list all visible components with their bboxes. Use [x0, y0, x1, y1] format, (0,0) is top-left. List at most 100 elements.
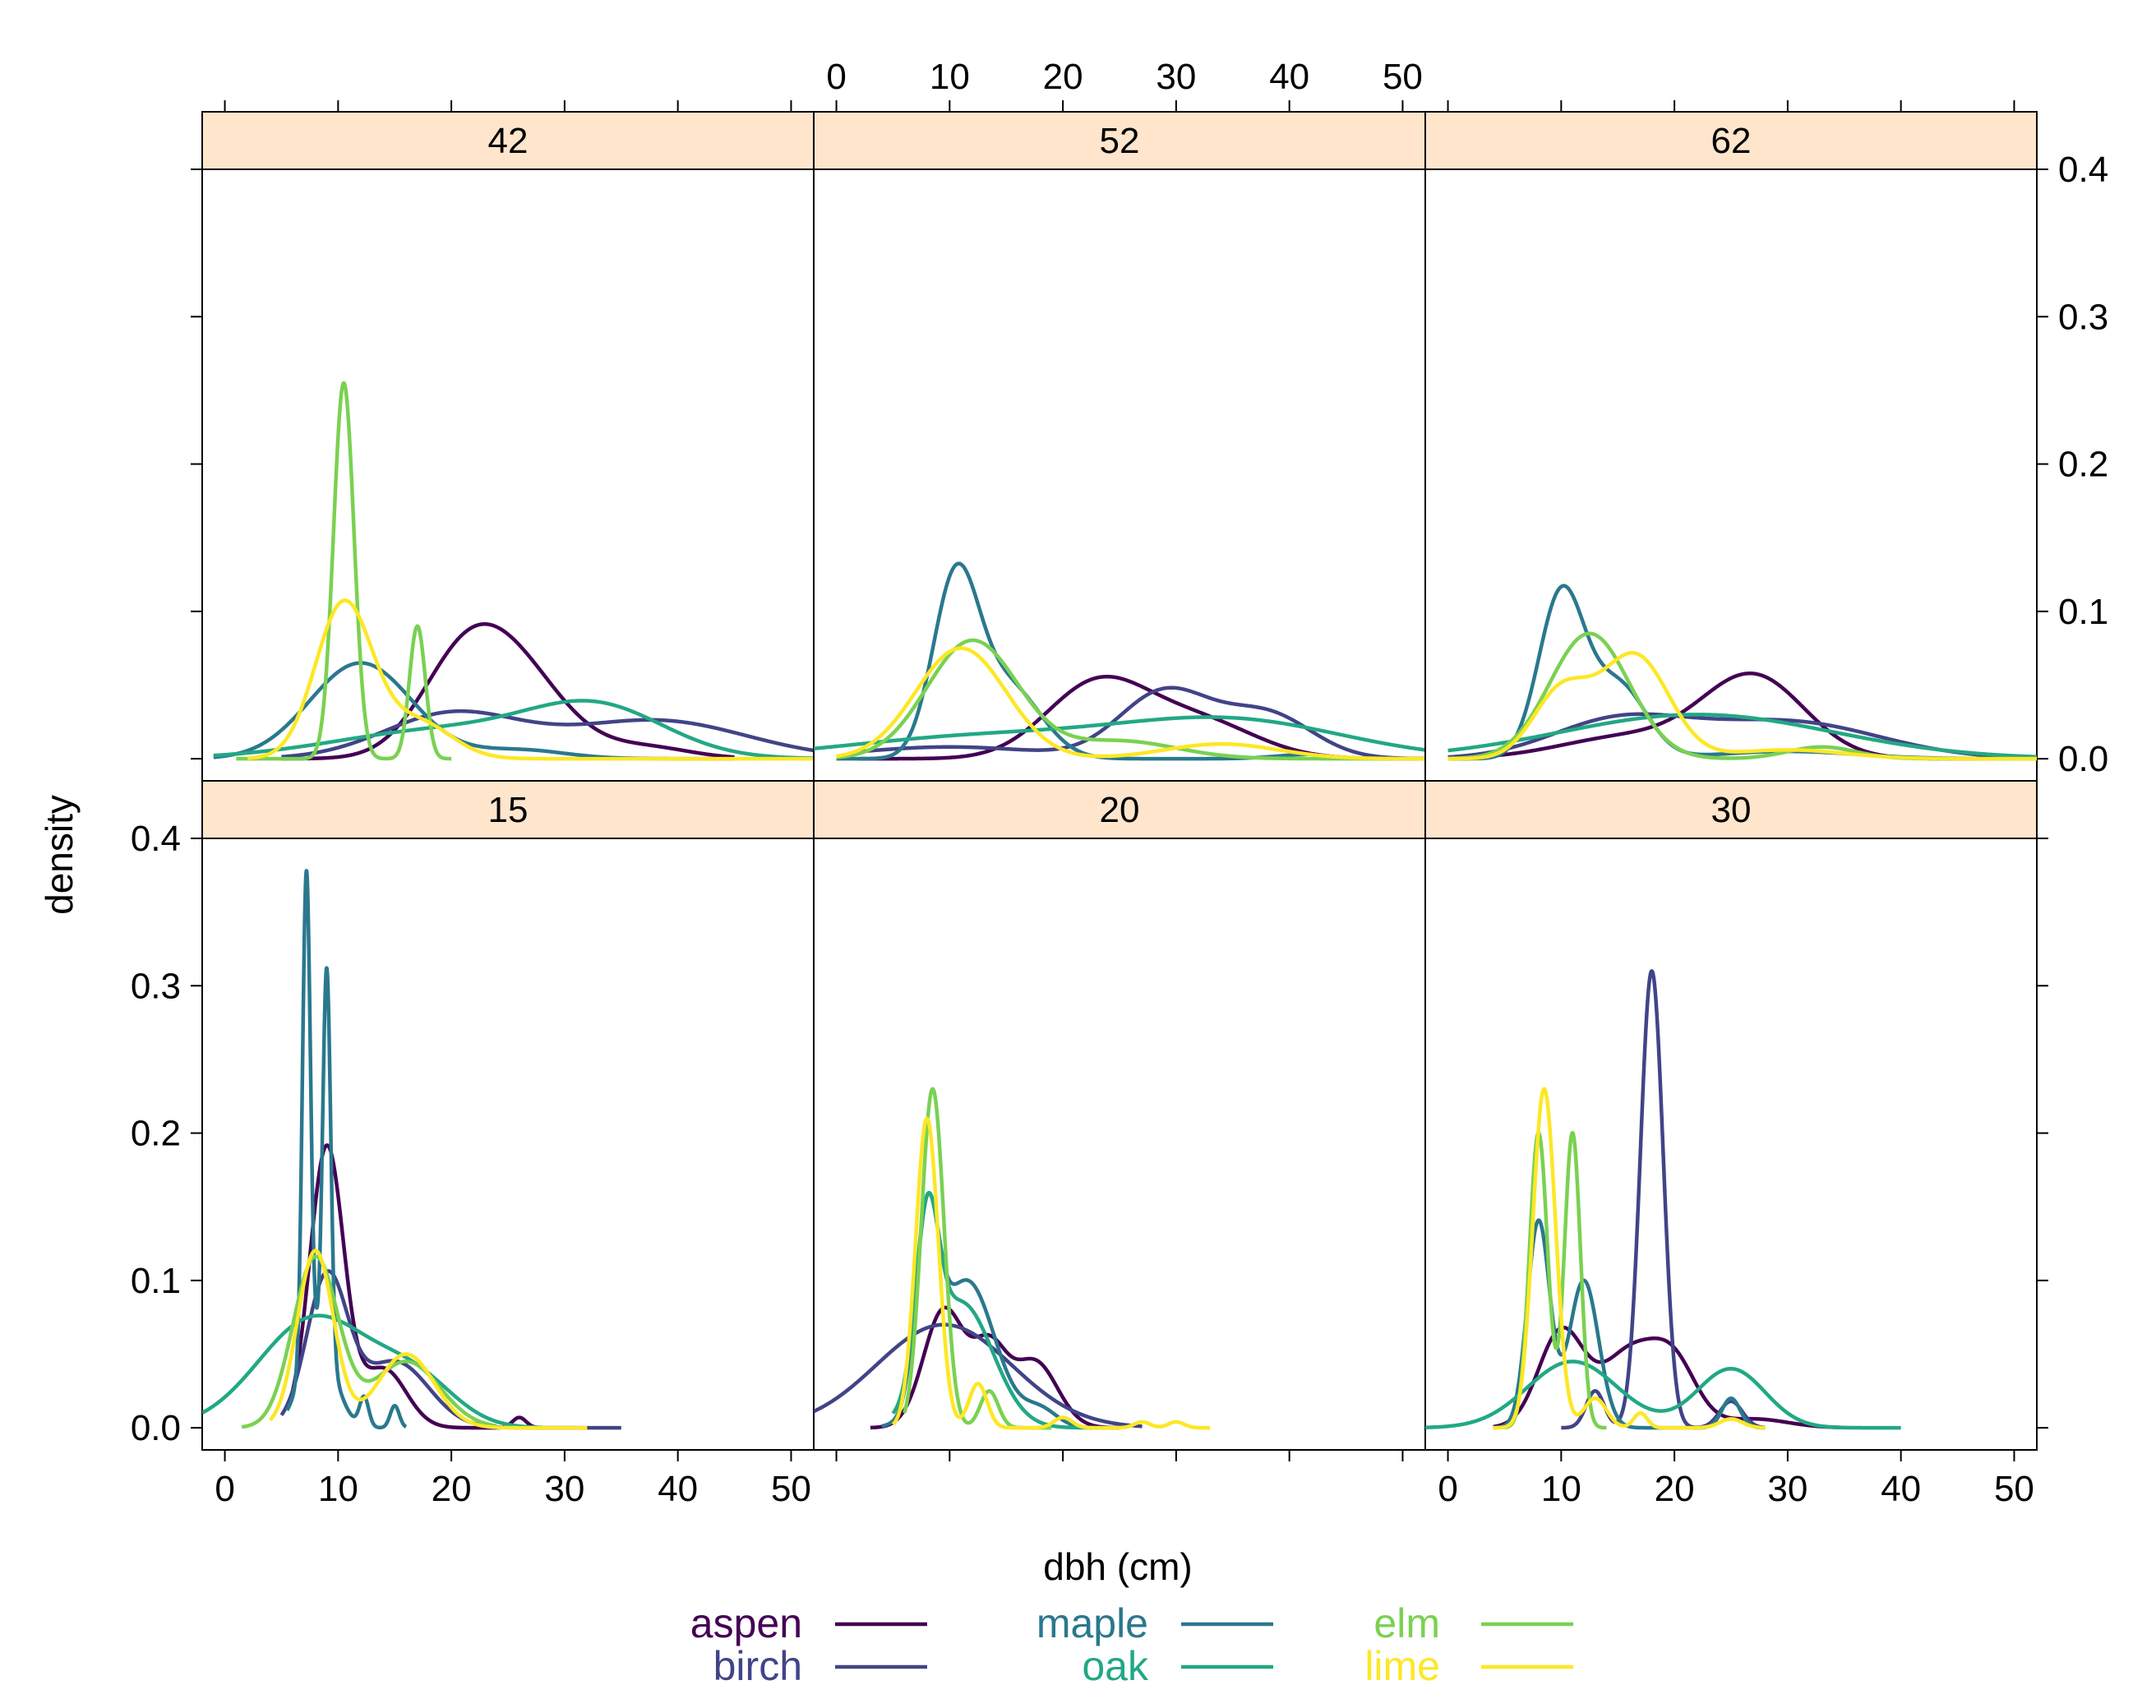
density-line-aspen: [1492, 1325, 1846, 1430]
y-tick-label: 0.3: [131, 966, 181, 1006]
density-line-birch: [1559, 969, 1767, 1430]
y-tick-label: 0.2: [2058, 445, 2108, 485]
density-line-lime: [1447, 651, 2037, 761]
panel-frame: [201, 168, 815, 782]
x-tick-label: 30: [1767, 1469, 1807, 1509]
x-tick-label: 50: [1383, 57, 1423, 97]
density-line-elm: [234, 381, 453, 761]
y-tick-label: 0.0: [2058, 739, 2108, 779]
x-tick-label: 10: [930, 57, 970, 97]
strip-label: 52: [1100, 121, 1140, 161]
panel-15: 15: [201, 780, 815, 1451]
x-tick-label: 40: [658, 1469, 698, 1509]
density-line-oak: [1425, 1359, 1902, 1430]
y-tick-label: 0.1: [2058, 592, 2108, 632]
y-axis-right-bottom: [2037, 838, 2048, 1429]
density-line-maple: [285, 869, 408, 1430]
x-axis-top-middle: 0 10 20 30 40 50: [826, 57, 1423, 112]
legend-item-aspen: aspen: [690, 1600, 927, 1646]
x-tick-label: 50: [1994, 1469, 2034, 1509]
panel-42: 42: [201, 111, 815, 782]
y-tick-label: 0.4: [131, 819, 181, 859]
density-line-elm: [835, 638, 1425, 761]
x-tick-label: 20: [1043, 57, 1083, 97]
strip-background: [201, 780, 815, 839]
density-line-oak: [1447, 713, 2037, 759]
x-tick-label: 0: [215, 1469, 234, 1509]
density-line-oak: [202, 1313, 543, 1429]
strip-label: 30: [1711, 790, 1752, 830]
legend-item-elm: elm: [1373, 1600, 1573, 1646]
panel-grid: 15 20 30 42 52 62: [201, 111, 2038, 1451]
density-line-aspen: [285, 1143, 578, 1430]
density-line-birch: [814, 1323, 1144, 1429]
strip-label: 62: [1711, 121, 1752, 161]
x-axis-top-left: [224, 100, 792, 112]
strip-label: 20: [1100, 790, 1140, 830]
density-line-oak: [212, 699, 814, 760]
x-tick-label: 10: [318, 1469, 358, 1509]
density-line-elm: [240, 1254, 498, 1429]
legend-item-maple: maple: [1036, 1600, 1273, 1646]
legend-label: aspen: [690, 1600, 802, 1646]
density-line-maple: [835, 561, 1313, 761]
y-axis-title: density: [38, 795, 81, 915]
density-line-aspen: [280, 622, 736, 761]
x-tick-label: 30: [544, 1469, 584, 1509]
x-tick-label: 40: [1881, 1469, 1921, 1509]
density-line-lime: [891, 1116, 1212, 1430]
y-axis-left-bottom: 0.0 0.1 0.2 0.3 0.4: [131, 819, 202, 1448]
panel-frame: [813, 838, 1426, 1451]
density-line-maple: [1447, 584, 2037, 761]
x-tick-label: 30: [1156, 57, 1196, 97]
x-axis-bottom-middle: [835, 1450, 1404, 1461]
y-axis-right-top: 0.0 0.1 0.2 0.3 0.4: [2037, 150, 2108, 779]
legend-label: lime: [1364, 1643, 1440, 1689]
density-line-elm: [903, 1087, 1054, 1430]
y-axis-left-top: [191, 168, 202, 760]
legend-label: birch: [713, 1643, 802, 1689]
panel-frame: [201, 838, 815, 1451]
panel-62: 62: [1424, 111, 2038, 782]
x-tick-label: 0: [826, 57, 846, 97]
density-line-lime: [247, 598, 814, 761]
density-line-birch: [858, 686, 1425, 761]
x-axis-title: dbh (cm): [1043, 1545, 1192, 1588]
density-line-lime: [1492, 1087, 1766, 1430]
x-tick-label: 40: [1269, 57, 1309, 97]
panel-30: 30: [1424, 780, 2038, 1451]
panel-20: 20: [813, 780, 1426, 1451]
density-line-maple: [1492, 1218, 1766, 1430]
legend-item-birch: birch: [713, 1643, 927, 1689]
axes: 0 10 20 30 40 50 0 10 20 30 40 500 10 20 30 40 500.00.10…: [131, 57, 2108, 1509]
x-axis-bottom-left: 0 10 20 30 40 50: [215, 1450, 811, 1509]
strip-label: 15: [488, 790, 529, 830]
panel-52: 52: [813, 111, 1426, 782]
density-line-oak: [891, 1191, 1121, 1430]
x-tick-label: 0: [1438, 1469, 1457, 1509]
panel-frame: [1424, 838, 2038, 1451]
legend-label: elm: [1373, 1600, 1440, 1646]
x-axis-top-right: [1447, 100, 2015, 112]
panel-frame: [813, 168, 1426, 782]
legend-label: maple: [1036, 1600, 1148, 1646]
y-tick-label: 0.1: [131, 1261, 181, 1301]
legend-item-lime: lime: [1364, 1643, 1573, 1689]
y-tick-label: 0.0: [131, 1408, 181, 1448]
legend-label: oak: [1082, 1643, 1149, 1689]
y-tick-label: 0.2: [131, 1114, 181, 1154]
x-tick-label: 20: [432, 1469, 472, 1509]
strip-label: 42: [488, 121, 529, 161]
density-line-oak: [814, 715, 1425, 752]
density-line-lime: [835, 646, 1425, 761]
x-axis-bottom-right: 0 10 20 30 40 50: [1438, 1450, 2034, 1509]
panel-frame: [1424, 168, 2038, 782]
y-tick-label: 0.3: [2058, 297, 2108, 337]
density-line-lime: [268, 1249, 589, 1430]
x-tick-label: 20: [1655, 1469, 1695, 1509]
x-tick-label: 10: [1541, 1469, 1581, 1509]
y-tick-label: 0.4: [2058, 150, 2108, 190]
x-tick-label: 50: [771, 1469, 811, 1509]
